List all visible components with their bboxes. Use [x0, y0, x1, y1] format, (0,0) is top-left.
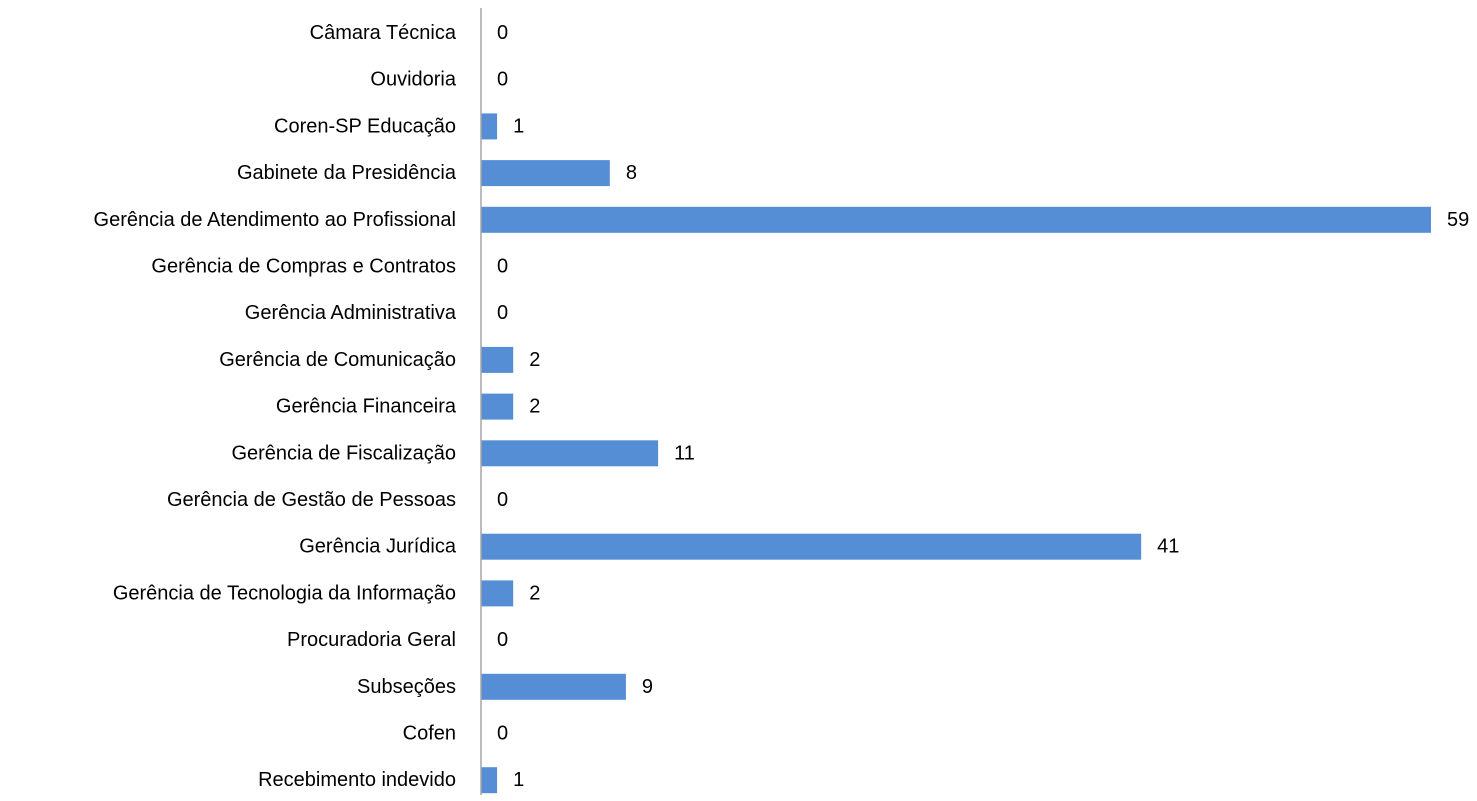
bar [481, 113, 498, 140]
data-label: 0 [497, 256, 508, 278]
bars-layer [481, 113, 1431, 794]
data-label: 59 [1447, 209, 1469, 231]
bar [481, 580, 514, 607]
category-labels-layer: Câmara Técnica Ouvidoria Coren-SP Educação… [94, 22, 457, 791]
data-label: 1 [513, 115, 524, 137]
data-label: 2 [529, 582, 540, 604]
data-label: 0 [497, 302, 508, 324]
category-label: Câmara Técnica [310, 22, 457, 44]
bar [481, 533, 1142, 560]
data-label: 0 [497, 69, 508, 91]
data-label: 9 [642, 676, 653, 698]
category-label: Gerência de Gestão de Pessoas [167, 489, 456, 511]
bar [481, 160, 610, 187]
category-label: Gabinete da Presidência [237, 162, 457, 184]
data-label: 2 [529, 349, 540, 371]
data-label: 0 [497, 629, 508, 651]
category-label: Subseções [357, 676, 456, 698]
data-label: 0 [497, 22, 508, 44]
data-label: 41 [1157, 536, 1179, 558]
category-label: Gerência Jurídica [299, 536, 457, 558]
data-label: 0 [497, 723, 508, 745]
bar [481, 346, 514, 373]
category-label: Gerência de Comunicação [219, 349, 456, 371]
category-label: Gerência de Fiscalização [231, 442, 456, 464]
bar [481, 673, 626, 700]
category-label: Gerência Administrativa [245, 302, 457, 324]
data-label: 0 [497, 489, 508, 511]
category-label: Coren-SP Educação [274, 115, 456, 137]
category-label: Procuradoria Geral [287, 629, 456, 651]
bar [481, 440, 659, 467]
category-label: Ouvidoria [370, 69, 456, 91]
category-label: Gerência de Tecnologia da Informação [113, 582, 456, 604]
category-label: Recebimento indevido [258, 769, 456, 791]
bar [481, 393, 514, 420]
data-label: 2 [529, 396, 540, 418]
category-label: Gerência Financeira [276, 396, 457, 418]
bar [481, 767, 498, 794]
category-label: Gerência de Compras e Contratos [151, 256, 456, 278]
data-label: 8 [626, 162, 637, 184]
data-label: 1 [513, 769, 524, 791]
data-label: 11 [674, 442, 695, 464]
category-label: Cofen [403, 723, 456, 745]
category-label: Gerência de Atendimento ao Profissional [94, 209, 456, 231]
bar [481, 206, 1431, 233]
